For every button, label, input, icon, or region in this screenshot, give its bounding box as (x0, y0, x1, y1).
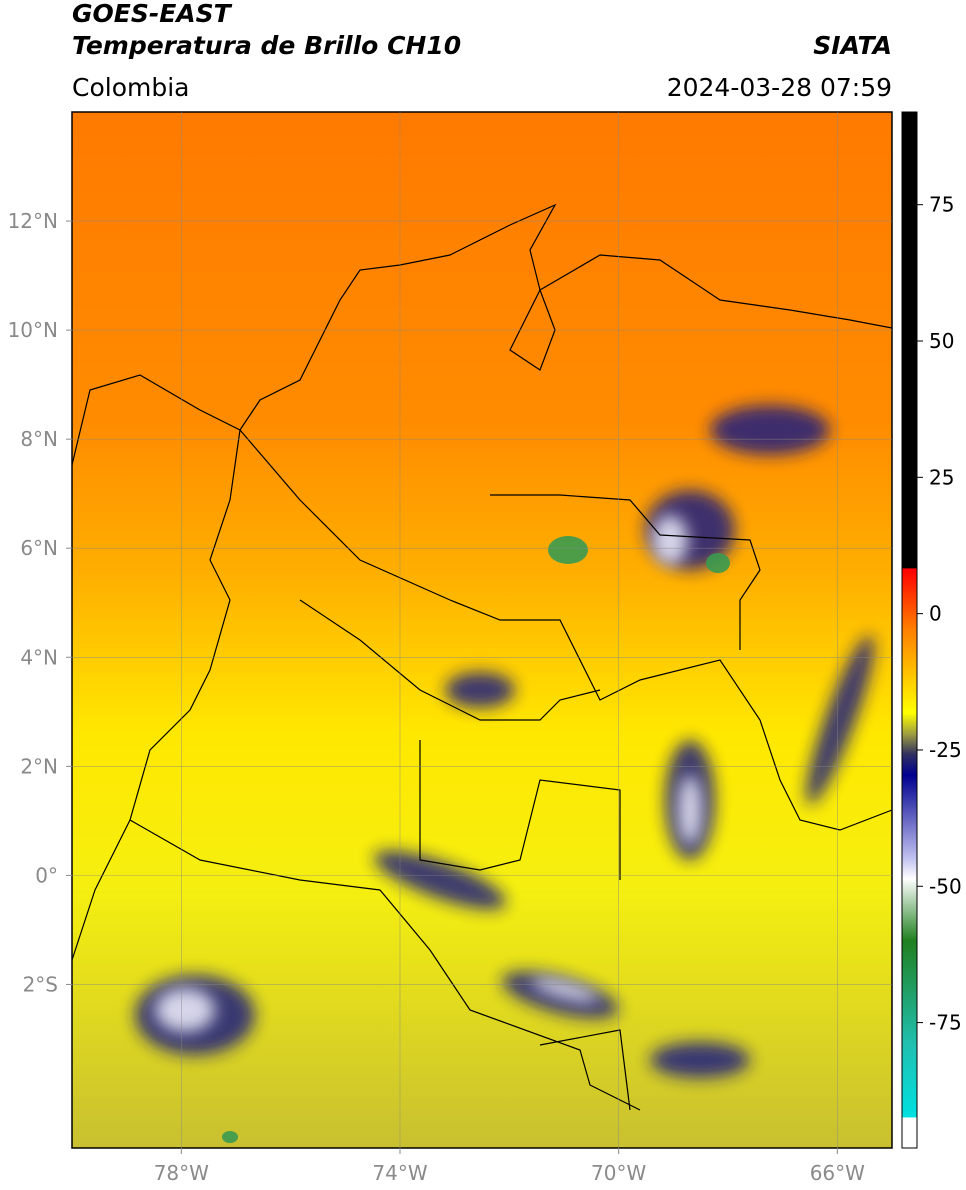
y-tick-label: 2°N (20, 754, 58, 778)
y-tick-label: 6°N (20, 536, 58, 560)
map-frame (71, 111, 893, 1149)
colorbar-tick-label: 0 (929, 602, 942, 626)
imagery (72, 112, 892, 1148)
y-tick-label: 8°N (20, 427, 58, 451)
x-tick-label: 66°W (810, 1161, 865, 1185)
colorbar-tick-label: 50 (929, 329, 954, 353)
y-tick-label: 10°N (8, 318, 58, 342)
colorbar-tick-label: -75 (929, 1011, 962, 1035)
colorbar-tick-label: -50 (929, 874, 962, 898)
colorbar (901, 111, 918, 1149)
subtitle: Temperatura de Brillo CH10 (72, 31, 461, 60)
region: Colombia (72, 73, 189, 102)
source: SIATA (813, 31, 892, 60)
datetime: 2024-03-28 07:59 (667, 73, 892, 102)
y-tick-label: 2°S (23, 972, 58, 996)
y-tick-label: 4°N (20, 645, 58, 669)
y-tick-label: 12°N (8, 209, 58, 233)
x-tick-label: 78°W (154, 1161, 209, 1185)
colorbar-tick-label: -25 (929, 738, 962, 762)
colorbar-tick-label: 25 (929, 465, 954, 489)
x-tick-label: 70°W (591, 1161, 646, 1185)
x-tick-label: 74°W (372, 1161, 427, 1185)
y-tick-label: 0° (35, 863, 58, 887)
colorbar-tick-label: 75 (929, 193, 954, 217)
title: GOES-EAST (72, 0, 233, 28)
